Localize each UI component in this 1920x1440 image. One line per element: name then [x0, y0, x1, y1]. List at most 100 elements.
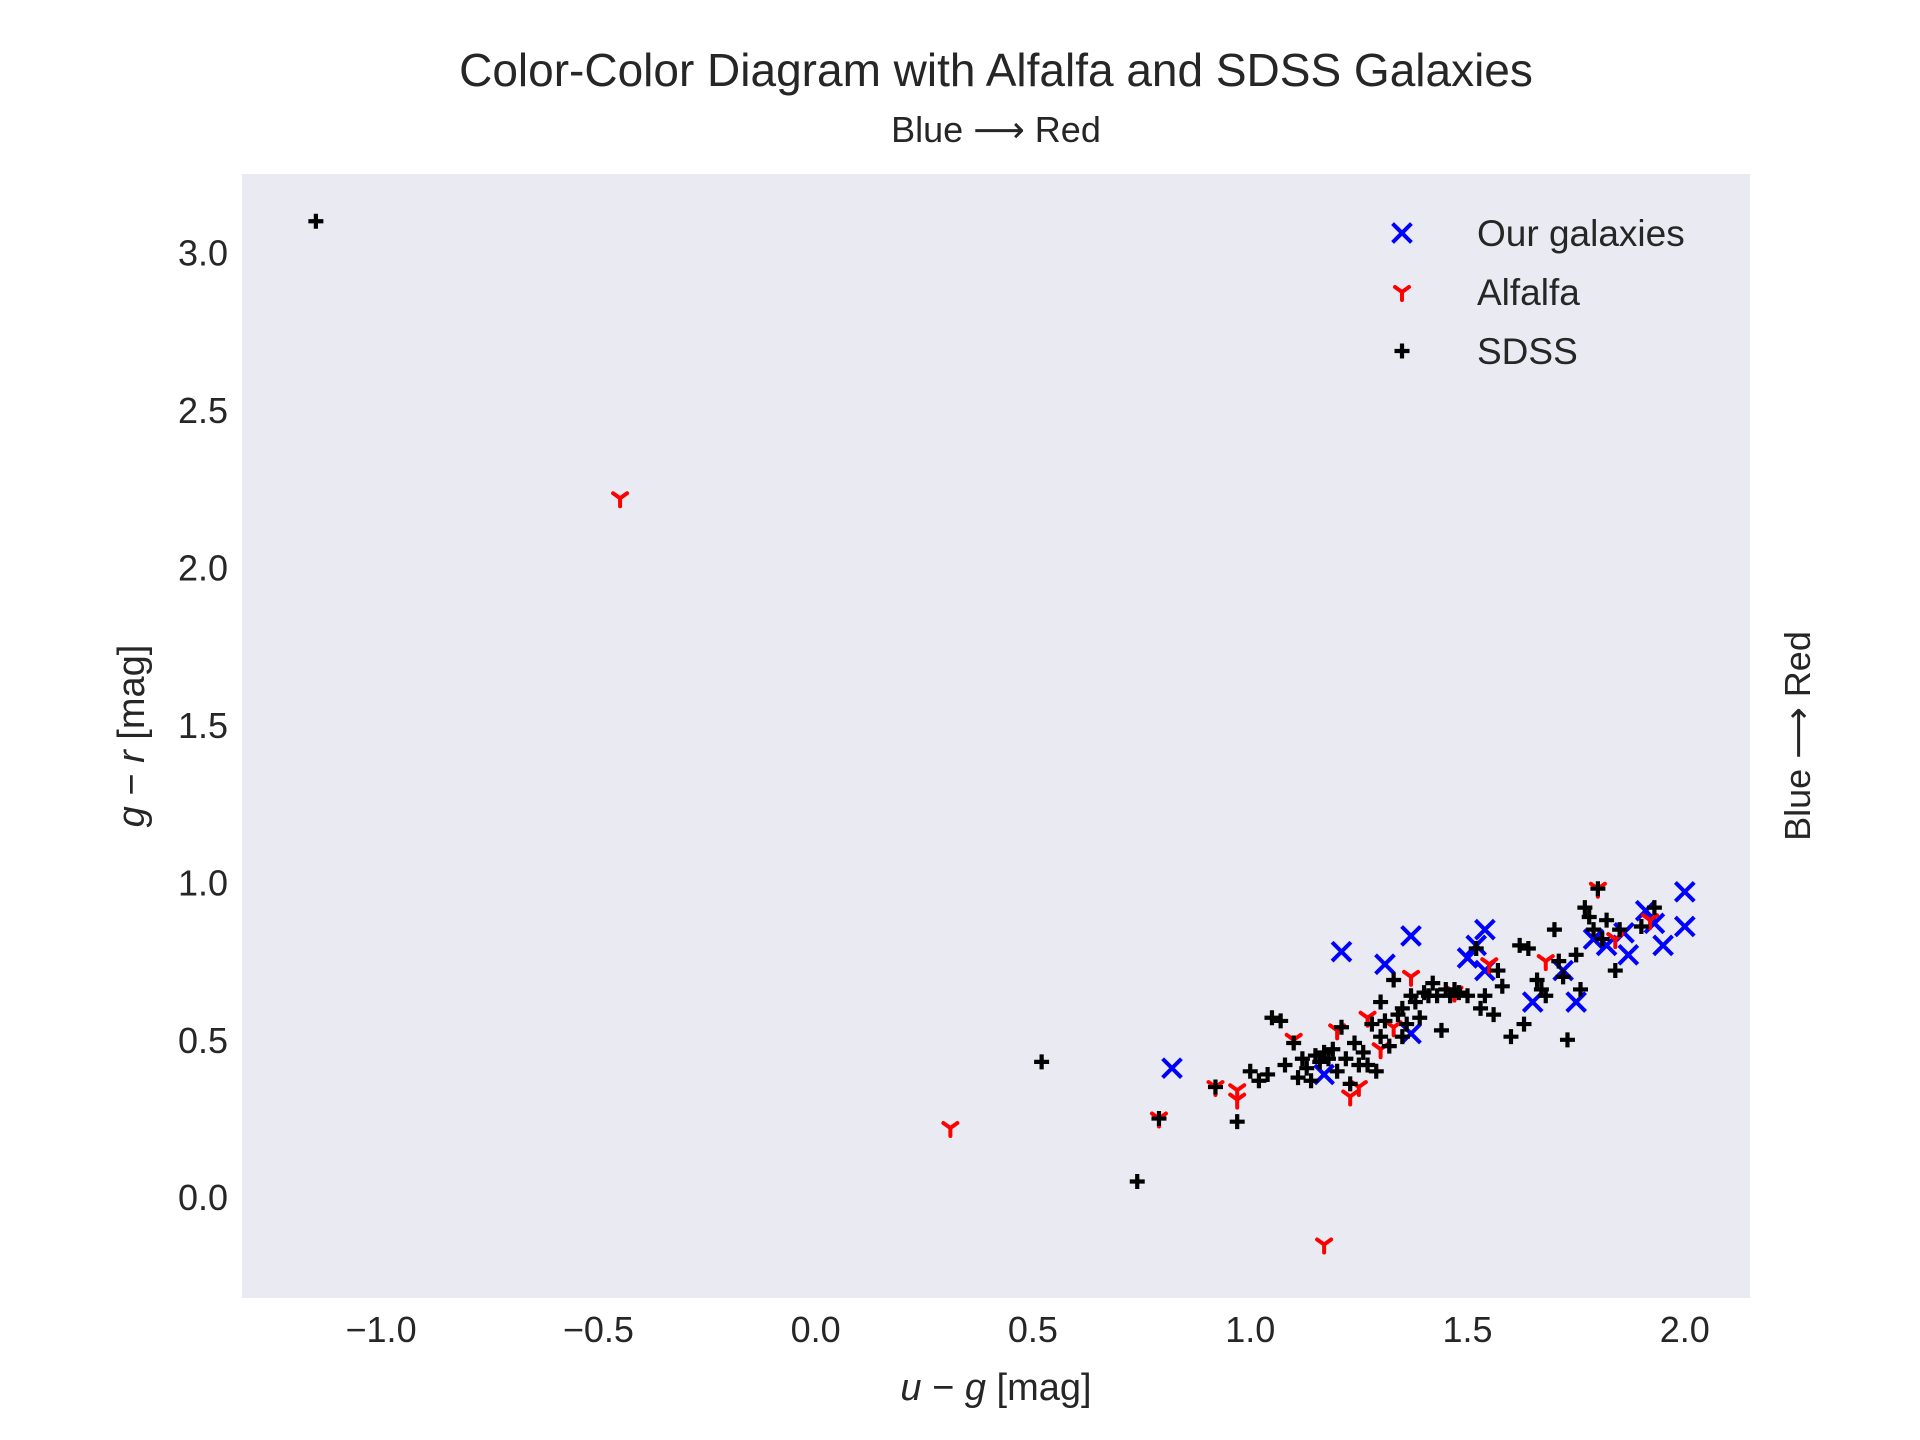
x-tick-label: 1.5	[1442, 1309, 1492, 1350]
data-point	[1294, 1051, 1310, 1067]
data-point	[1260, 1066, 1276, 1082]
x-tick-label: 2.0	[1660, 1309, 1710, 1350]
data-point	[1473, 1000, 1489, 1016]
x-tick-label: −1.0	[346, 1309, 417, 1350]
data-point	[1573, 981, 1589, 997]
data-point	[1129, 1174, 1145, 1190]
data-point	[1207, 1079, 1223, 1095]
chart-title: Color-Color Diagram with Alfalfa and SDS…	[459, 44, 1533, 96]
data-point	[1368, 1063, 1384, 1079]
data-point	[1303, 1073, 1319, 1089]
x-axis-label-op: −	[922, 1367, 965, 1409]
data-point	[1386, 972, 1402, 988]
data-point	[1582, 928, 1605, 950]
data-points	[308, 213, 1696, 1255]
data-point	[1577, 900, 1593, 916]
data-point	[1586, 922, 1602, 938]
data-point	[1315, 1237, 1334, 1255]
data-point	[1364, 1016, 1380, 1032]
legend: Our galaxies Alfalfa SDSS	[1391, 213, 1685, 372]
y-tick-label: 1.0	[178, 862, 228, 903]
data-point	[1429, 988, 1445, 1004]
y-axis-ticks: 0.0 0.5 1.0 1.5 2.0 2.5 3.0	[178, 233, 228, 1219]
data-point	[1394, 1029, 1410, 1045]
data-point	[1594, 931, 1610, 947]
data-point	[1402, 969, 1421, 987]
data-point	[1373, 994, 1389, 1010]
data-point	[1521, 991, 1544, 1013]
data-point	[1607, 963, 1623, 979]
data-point	[1277, 1057, 1293, 1073]
data-point	[1480, 957, 1499, 975]
data-point	[1536, 954, 1555, 972]
data-point	[1673, 915, 1696, 938]
data-point	[1468, 941, 1484, 957]
data-point	[1381, 1038, 1397, 1054]
data-point	[1546, 922, 1562, 938]
data-point	[1538, 988, 1554, 1004]
x-axis-label: u − g [mag]	[900, 1367, 1091, 1409]
data-point	[1512, 937, 1528, 953]
data-point	[1412, 1010, 1428, 1026]
data-point	[1494, 978, 1510, 994]
data-point	[1641, 913, 1660, 931]
data-point	[1451, 985, 1467, 1001]
data-point	[611, 491, 630, 509]
data-point	[1555, 969, 1571, 985]
data-point	[1373, 1029, 1389, 1045]
data-point	[1634, 899, 1657, 922]
data-point	[1228, 1083, 1247, 1101]
legend-label: SDSS	[1477, 331, 1578, 372]
data-point	[1374, 953, 1396, 976]
data-point	[308, 213, 324, 229]
data-point	[1290, 1070, 1306, 1086]
right-side-label: Blue ⟶ Red	[1777, 631, 1818, 841]
data-point	[1633, 918, 1649, 934]
data-point	[1581, 909, 1597, 925]
legend-label: Our galaxies	[1477, 213, 1685, 254]
data-point	[1529, 972, 1545, 988]
y-axis-label-op: −	[111, 763, 153, 806]
x-axis-ticks: −1.0 −0.5 0.0 0.5 1.0 1.5 2.0	[346, 1309, 1710, 1350]
data-point	[1273, 1013, 1289, 1029]
data-point	[1433, 1022, 1449, 1038]
data-point	[1161, 1057, 1183, 1079]
data-point	[1251, 1073, 1267, 1089]
data-point	[1347, 1035, 1363, 1051]
data-point	[1456, 947, 1479, 969]
data-point	[941, 1120, 960, 1138]
data-point	[1325, 1041, 1341, 1057]
data-point	[1333, 1019, 1349, 1035]
x-tick-label: 1.0	[1225, 1309, 1275, 1350]
data-point	[1330, 940, 1353, 963]
x-tick-label: 0.0	[791, 1309, 841, 1350]
x-axis-label-var2: g	[965, 1367, 986, 1409]
data-point	[1474, 918, 1496, 941]
data-point	[1338, 1051, 1354, 1067]
data-point	[1568, 947, 1584, 963]
data-point	[1394, 1000, 1410, 1016]
data-point	[1400, 925, 1422, 947]
data-point	[1477, 988, 1493, 1004]
legend-item: Alfalfa	[1393, 272, 1580, 313]
legend-item: SDSS	[1394, 331, 1578, 372]
x-axis-label-var1: u	[900, 1367, 921, 1409]
data-point	[1342, 1076, 1358, 1092]
data-point	[1229, 1114, 1245, 1130]
series-2	[308, 213, 1662, 1190]
data-point	[1407, 994, 1423, 1010]
data-point	[1329, 1063, 1345, 1079]
data-point	[1034, 1054, 1050, 1070]
data-point	[1355, 1044, 1371, 1060]
data-point	[1399, 1016, 1415, 1032]
chart-subtitle: Blue ⟶ Red	[891, 109, 1101, 150]
legend-label: Alfalfa	[1477, 272, 1580, 313]
data-point	[1617, 943, 1640, 966]
y-tick-label: 0.0	[178, 1177, 228, 1218]
y-tick-label: 3.0	[178, 233, 228, 274]
data-point	[1490, 963, 1506, 979]
plot-area	[242, 174, 1750, 1298]
data-point	[1460, 988, 1476, 1004]
data-point	[1242, 1063, 1258, 1079]
